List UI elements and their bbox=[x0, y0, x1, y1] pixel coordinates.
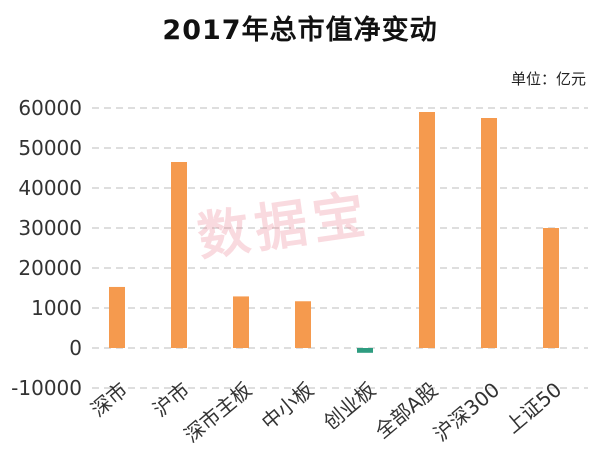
bar bbox=[171, 162, 187, 348]
y-tick-label: 0 bbox=[69, 336, 82, 360]
y-tick-label: 40000 bbox=[18, 176, 82, 200]
x-tick-label: 沪市 bbox=[148, 377, 194, 421]
bar bbox=[109, 286, 125, 348]
y-tick-label: 50000 bbox=[18, 136, 82, 160]
unit-label: 单位：亿元 bbox=[510, 70, 586, 88]
y-tick-label: -10000 bbox=[11, 376, 82, 400]
bar bbox=[481, 118, 497, 348]
y-tick-label: 60000 bbox=[18, 96, 82, 120]
bar bbox=[543, 228, 559, 348]
y-tick-label: 1000 bbox=[31, 296, 82, 320]
bar bbox=[233, 296, 249, 348]
x-tick-label: 中小板 bbox=[257, 377, 318, 434]
x-tick-label: 深市 bbox=[86, 377, 132, 421]
chart-title: 2017年总市值净变动 bbox=[162, 15, 438, 46]
y-tick-label: 30000 bbox=[18, 216, 82, 240]
bar bbox=[295, 301, 311, 348]
x-tick-label: 上证50 bbox=[501, 377, 567, 437]
y-tick-label: 20000 bbox=[18, 256, 82, 280]
bar bbox=[357, 348, 373, 353]
x-tick-label: 全部A股 bbox=[370, 377, 442, 443]
bar bbox=[419, 112, 435, 348]
